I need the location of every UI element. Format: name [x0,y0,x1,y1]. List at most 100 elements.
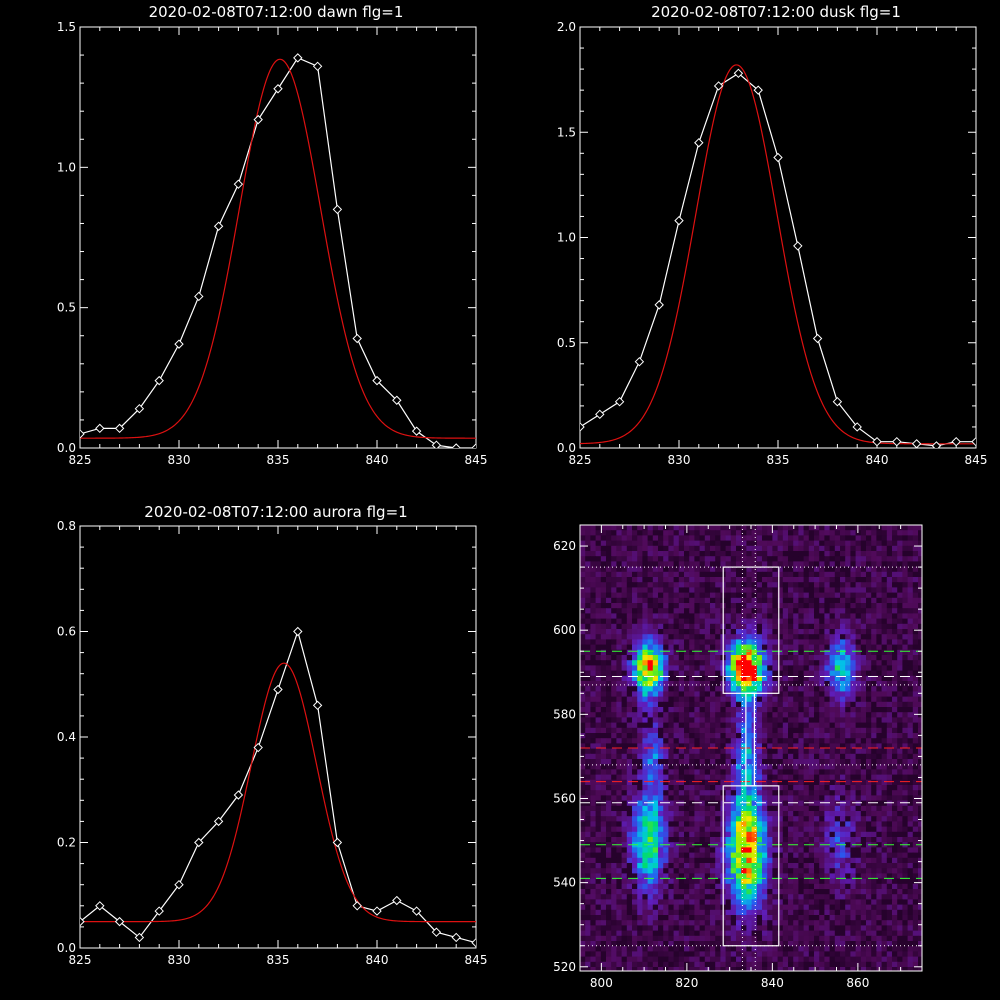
heatmap-pixel [762,878,768,885]
heatmap-pixel [684,868,690,874]
heatmap-pixel [814,769,820,776]
heatmap-pixel [647,733,654,739]
heatmap-pixel [668,582,675,588]
heatmap-pixel [782,795,789,802]
heatmap-pixel [814,883,820,890]
heatmap-pixel [907,623,914,630]
heatmap-pixel [626,785,633,791]
heatmap-pixel [616,816,623,822]
heatmap-pixel [845,525,851,531]
heatmap-pixel [803,561,810,568]
heatmap-pixel [606,681,612,687]
heatmap-pixel [606,785,612,791]
heatmap-pixel [886,675,893,682]
heatmap-pixel [600,722,607,729]
heatmap-pixel [767,800,773,807]
heatmap-pixel [907,665,914,672]
heatmap-pixel [642,670,649,677]
heatmap-pixel [725,681,732,687]
heatmap-pixel [585,821,591,828]
heatmap-pixel [668,530,675,536]
heatmap-pixel [595,618,602,625]
heatmap-pixel [616,530,623,536]
heatmap-pixel [897,805,903,812]
heatmap-pixel [886,670,893,677]
heatmap-pixel [746,764,753,770]
heatmap-pixel [741,883,747,890]
heatmap-pixel [850,883,857,890]
heatmap-pixel [725,748,732,755]
heatmap-pixel [715,842,721,848]
heatmap-pixel [876,831,883,838]
heatmap-pixel [616,696,623,703]
dawn-panel-title: 2020-02-08T07:12:00 dawn flg=1 [149,3,404,21]
heatmap-pixel [772,852,779,859]
heatmap-pixel [892,701,898,708]
heatmap-pixel [756,795,763,802]
heatmap-pixel [626,587,633,594]
heatmap-pixel [590,530,597,536]
heatmap-pixel [762,551,768,557]
heatmap-pixel [663,665,669,672]
heatmap-pixel [704,535,711,542]
data-point-diamond [95,901,105,911]
heatmap-pixel [741,769,747,776]
heatmap-pixel [798,577,805,583]
heatmap-pixel [881,566,888,573]
heatmap-pixel [632,608,638,614]
heatmap-pixel [767,847,773,854]
heatmap-pixel [855,785,862,791]
data-point-diamond [194,291,204,302]
heatmap-pixel [751,577,758,583]
heatmap-pixel [798,727,805,734]
heatmap-pixel [798,551,805,557]
heatmap-pixel [782,826,789,833]
heatmap-pixel [871,629,877,635]
heatmap-pixel [611,733,617,739]
heatmap-pixel [886,795,893,802]
heatmap-pixel [741,795,747,802]
heatmap-pixel [684,748,690,755]
heatmap-pixel [736,540,742,547]
heatmap-pixel [876,883,883,890]
heatmap-pixel [736,857,742,864]
heatmap-pixel [855,613,862,620]
heatmap-pixel [902,696,909,703]
heatmap-pixel [762,618,768,625]
heatmap-pixel [637,774,643,781]
heatmap-pixel [767,660,773,666]
heatmap-pixel [866,571,872,578]
heatmap-pixel [819,816,825,822]
heatmap-pixel [715,566,721,573]
heatmap-pixel [876,597,883,604]
heatmap-pixel [866,759,872,765]
heatmap-pixel [741,597,747,604]
heatmap-pixel [741,759,747,765]
heatmap-pixel [652,665,659,672]
heatmap-pixel [860,530,867,536]
heatmap-pixel [788,774,794,781]
heatmap-pixel [793,681,799,687]
heatmap-pixel [600,556,607,562]
heatmap-pixel [834,665,841,672]
heatmap-pixel [600,571,607,578]
heatmap-pixel [912,525,919,531]
heatmap-pixel [798,665,805,672]
heatmap-pixel [673,603,680,609]
heatmap-pixel [819,748,825,755]
data-point-diamond [174,339,184,349]
heatmap-pixel [762,587,768,594]
heatmap-pixel [912,831,919,838]
heatmap-pixel [855,712,862,718]
heatmap-pixel [704,759,711,765]
heatmap-pixel [663,670,669,677]
heatmap-pixel [673,613,680,620]
heatmap-pixel [736,712,742,718]
heatmap-pixel [855,722,862,729]
heatmap-pixel [777,821,784,828]
heatmap-pixel [918,696,922,703]
heatmap-pixel [699,686,706,692]
heatmap-pixel [866,686,872,692]
heatmap-pixel [756,691,763,698]
heatmap-pixel [673,743,680,750]
